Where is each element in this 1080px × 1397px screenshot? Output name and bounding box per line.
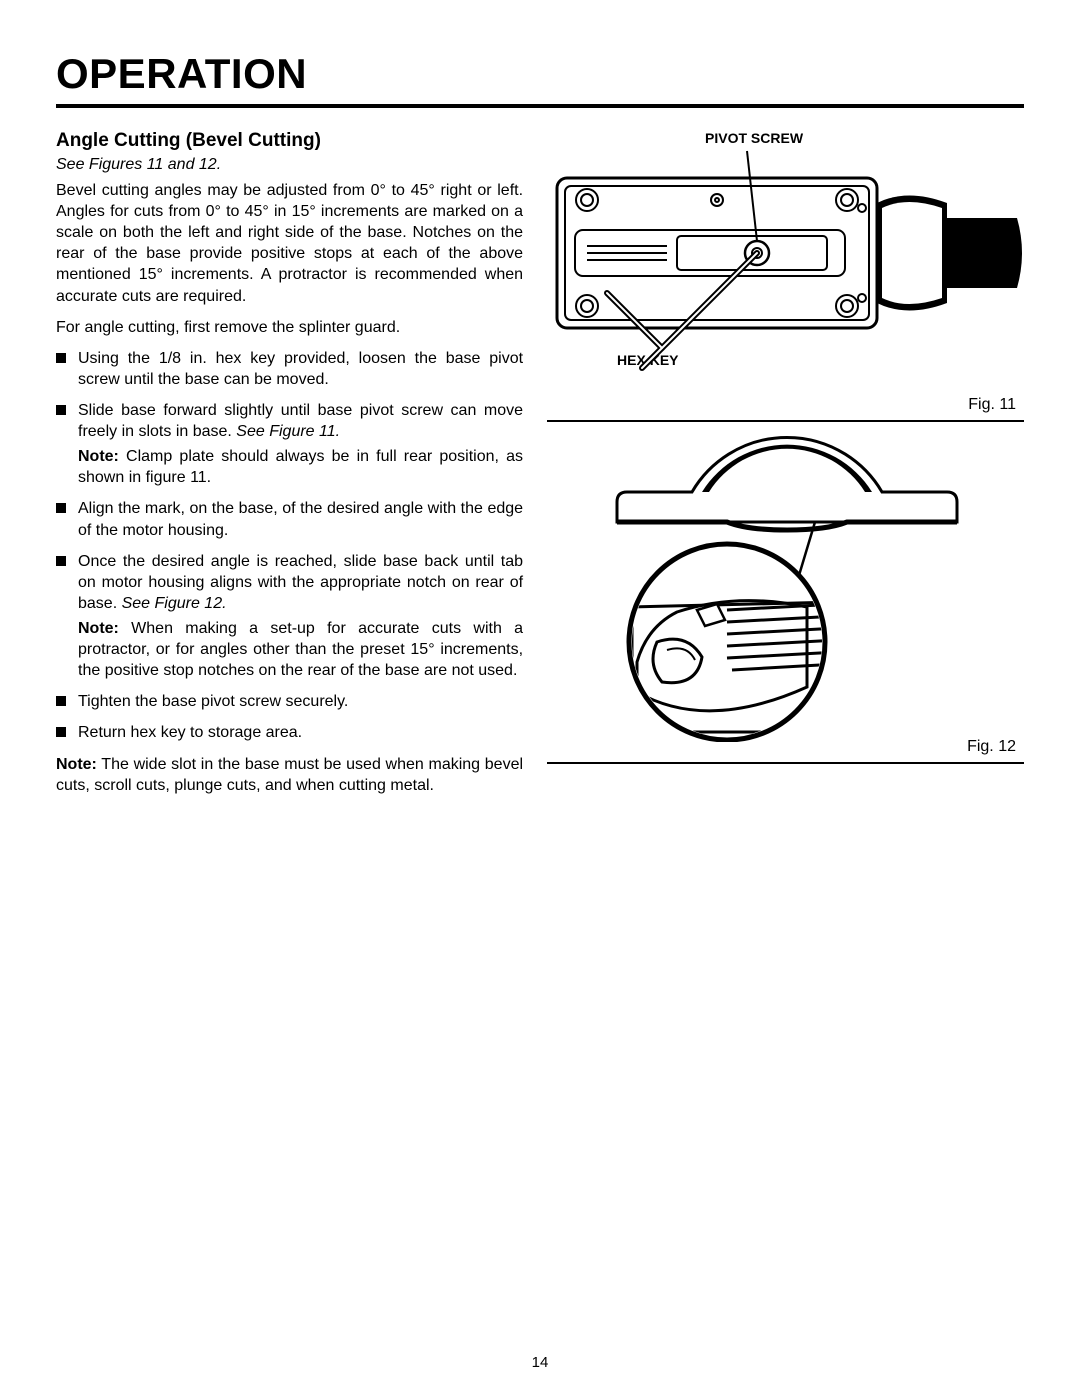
list-item-figref: See Figure 12. [122,595,227,612]
note-label: Note: [78,620,119,637]
list-item: Once the desired angle is reached, slide… [56,551,523,682]
note-label: Note: [56,756,97,773]
left-column: Angle Cutting (Bevel Cutting) See Figure… [56,130,523,806]
figure-11-svg [547,148,1027,398]
list-item: Using the 1/8 in. hex key provided, loos… [56,348,523,390]
note-text: The wide slot in the base must be used w… [56,756,523,794]
subheading: Angle Cutting (Bevel Cutting) [56,130,523,152]
list-item-text: Align the mark, on the base, of the desi… [78,500,523,538]
final-note: Note: The wide slot in the base must be … [56,754,523,796]
two-column-layout: Angle Cutting (Bevel Cutting) See Figure… [56,130,1024,806]
instruction-list: Using the 1/8 in. hex key provided, loos… [56,348,523,744]
note-text: Clamp plate should always be in full rea… [78,448,523,486]
list-item-text: Using the 1/8 in. hex key provided, loos… [78,350,523,388]
list-item-note: Note: When making a set-up for accurate … [78,618,523,681]
list-item-figref: See Figure 11. [236,423,340,440]
list-item: Return hex key to storage area. [56,722,523,743]
note-text: When making a set-up for accurate cuts w… [78,620,523,679]
list-item-text: Tighten the base pivot screw securely. [78,693,348,710]
page-number: 14 [0,1354,1080,1371]
figure-11-caption: Fig. 11 [968,392,1020,420]
list-item: Tighten the base pivot screw securely. [56,691,523,712]
figure-divider [547,420,1024,422]
list-item-text: Return hex key to storage area. [78,724,302,741]
list-item-note: Note: Clamp plate should always be in fu… [78,446,523,488]
figure-12-caption: Fig. 12 [967,734,1020,762]
page: OPERATION Angle Cutting (Bevel Cutting) … [0,0,1080,1397]
figure-reference: See Figures 11 and 12. [56,156,523,174]
paragraph-intro: Bevel cutting angles may be adjusted fro… [56,180,523,307]
figure-divider [547,762,1024,764]
right-column: PIVOT SCREW HEX KEY [547,130,1024,806]
list-item: Align the mark, on the base, of the desi… [56,498,523,540]
list-item: Slide base forward slightly until base p… [56,400,523,488]
note-label: Note: [78,448,119,465]
figure-12: 45 30 15 0 15 30 45 [547,432,1024,762]
figure-12-svg: 45 30 15 0 15 30 45 [547,432,1027,742]
paragraph-lead: For angle cutting, first remove the spli… [56,317,523,338]
figure-11: PIVOT SCREW HEX KEY [547,130,1024,420]
page-title: OPERATION [56,50,1024,108]
pivot-screw-label: PIVOT SCREW [705,130,803,146]
